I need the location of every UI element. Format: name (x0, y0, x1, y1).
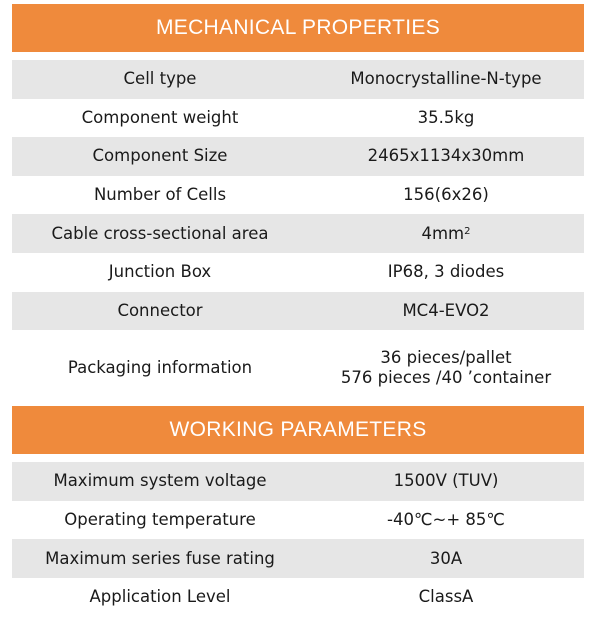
row-value: 35.5kg (417, 107, 475, 127)
table-row: Maximum system voltage 1500V (TUV) (12, 462, 584, 501)
row-value: 1500V (TUV) (393, 471, 499, 491)
row-value: 30A (429, 548, 463, 568)
table-row: Number of Cells 156(6x26) (12, 176, 584, 215)
table-row: Cable cross-sectional area 4mm 2 (12, 214, 584, 253)
row-value: 4mm 2 (421, 223, 471, 243)
row-label: Maximum series fuse rating (45, 548, 275, 568)
spec-sheet: MECHANICAL PROPERTIES Cell type Monocrys… (12, 4, 584, 617)
row-label: Connector (117, 300, 203, 320)
row-value: Monocrystalline-N-type (350, 69, 542, 89)
table-row: Operating temperature -40℃~+ 85℃ (12, 501, 584, 540)
row-value: MC4-EVO2 (402, 300, 490, 320)
row-value: ClassA (418, 587, 474, 607)
row-label: Operating temperature (64, 510, 256, 530)
row-label: Component weight (81, 107, 239, 127)
table-row: Packaging information 36 pieces/pallet 5… (12, 330, 584, 406)
table-row: Component weight 35.5kg (12, 99, 584, 138)
packaging-line-2: 576 pieces /40 ’container (340, 368, 552, 388)
mechanical-properties-header: MECHANICAL PROPERTIES (12, 4, 584, 52)
row-label: Cable cross-sectional area (51, 223, 269, 243)
cable-area-value: 4mm (421, 223, 465, 243)
row-label: Number of Cells (93, 185, 227, 205)
row-label: Cell type (123, 69, 197, 89)
section-title: MECHANICAL PROPERTIES (155, 16, 441, 39)
table-row: Junction Box IP68, 3 diodes (12, 253, 584, 292)
row-value: -40℃~+ 85℃ (387, 510, 505, 530)
table-row: Maximum series fuse rating 30A (12, 539, 584, 578)
table-row: Application Level ClassA (12, 578, 584, 617)
row-label: Maximum system voltage (53, 471, 267, 491)
working-parameters-header: WORKING PARAMETERS (12, 406, 584, 455)
row-value: IP68, 3 diodes (387, 262, 505, 282)
packaging-line-1: 36 pieces/pallet (380, 348, 512, 368)
row-value: 36 pieces/pallet 576 pieces /40 ’contain… (308, 348, 584, 388)
table-row: Connector MC4-EVO2 (12, 291, 584, 331)
table-row: Cell type Monocrystalline-N-type (12, 60, 584, 99)
row-label: Junction Box (108, 262, 212, 282)
row-value: 2465x1134x30mm (367, 146, 525, 166)
row-label: Packaging information (67, 358, 253, 378)
row-value: 156(6x26) (403, 185, 489, 205)
table-row: Component Size 2465x1134x30mm (12, 137, 584, 176)
row-label: Application Level (89, 587, 231, 607)
row-label: Component Size (92, 146, 228, 166)
section-title: WORKING PARAMETERS (169, 418, 427, 442)
